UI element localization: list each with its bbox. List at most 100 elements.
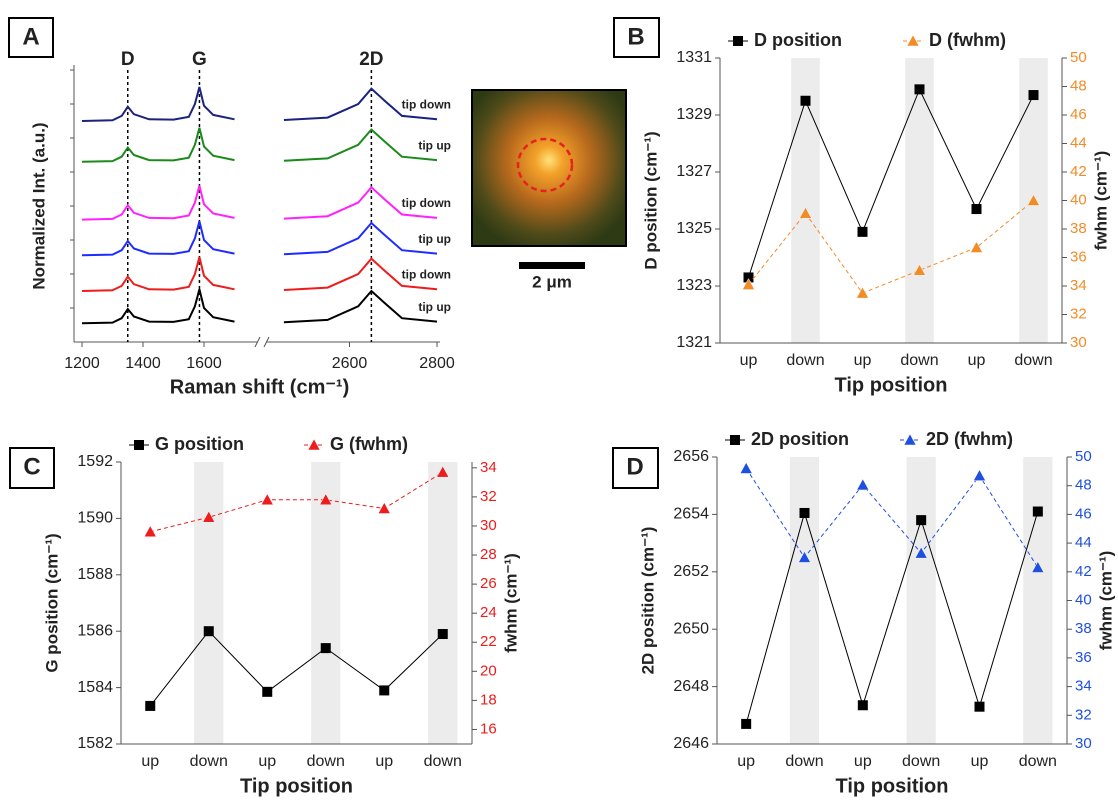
- x-tick-label: down: [1019, 753, 1057, 770]
- y-axis-title: D position (cm⁻¹): [641, 131, 660, 269]
- series-line: [149, 630, 444, 707]
- y-tick-label: 1590: [77, 510, 113, 527]
- y-tick-label: 1584: [77, 679, 113, 696]
- y2-tick-label: 50: [1075, 448, 1092, 465]
- y2-tick-label: 30: [480, 517, 497, 534]
- y-axis-title: 2D position (cm⁻¹): [638, 527, 657, 675]
- x-tick-label: up: [854, 753, 872, 770]
- x-axis-title: Tip position: [835, 374, 948, 396]
- x-tick-label: down: [1014, 352, 1052, 369]
- optical-image: [471, 89, 627, 247]
- marker: [143, 525, 157, 538]
- y2-tick-label: 32: [480, 488, 497, 505]
- y2-tick-label: 42: [1070, 163, 1087, 180]
- marker: [973, 469, 986, 481]
- marker: [1027, 193, 1040, 206]
- shade-band: [194, 462, 224, 744]
- scale-bar-label: 2 μm: [532, 272, 572, 291]
- marker: [799, 206, 812, 219]
- marker: [437, 629, 448, 640]
- panel-box: [612, 447, 659, 489]
- marker: [260, 493, 274, 506]
- x-tick-label: up: [740, 352, 758, 369]
- y2-axis-title: fwhm (cm⁻¹): [1091, 151, 1110, 251]
- marker: [856, 286, 869, 299]
- y2-tick-label: 42: [1075, 563, 1092, 580]
- y-tick-label: 1325: [676, 220, 712, 237]
- panel-label: C: [23, 453, 40, 480]
- y-tick-label: 2650: [673, 620, 709, 637]
- panel-label: D: [626, 453, 643, 480]
- x-axis-title: Tip position: [240, 775, 353, 797]
- y-tick-label: 1588: [77, 566, 113, 583]
- y2-tick-label: 46: [1075, 505, 1092, 522]
- x-tick-label: down: [307, 753, 345, 770]
- x-tick-label: 2600: [332, 355, 368, 372]
- y2-tick-label: 48: [1075, 477, 1092, 494]
- y2-axis-title: fwhm (cm⁻¹): [501, 553, 520, 653]
- legend-label: D position: [754, 30, 842, 50]
- marker: [1031, 560, 1045, 573]
- series-label: tip down: [402, 196, 451, 210]
- marker: [377, 501, 391, 514]
- y2-tick-label: 34: [1075, 678, 1092, 695]
- y2-tick-label: 30: [1075, 735, 1092, 752]
- x-tick-label: down: [424, 753, 462, 770]
- panel-label: B: [627, 23, 644, 50]
- y-tick-label: 1327: [676, 163, 712, 180]
- legend-label: 2D position: [751, 429, 849, 449]
- y2-tick-label: 36: [1075, 649, 1092, 666]
- y2-tick-label: 38: [1070, 220, 1087, 237]
- y2-axis-title: fwhm (cm⁻¹): [1096, 551, 1115, 651]
- spectrum-line: [81, 221, 438, 257]
- panel-labels: A B C D: [8, 17, 660, 489]
- marker: [436, 465, 450, 478]
- x-tick-label: up: [854, 352, 872, 369]
- y-tick-label: 2656: [673, 448, 709, 465]
- spectrum-line: [81, 127, 438, 163]
- marker: [1032, 506, 1043, 517]
- spectrum-line: [81, 256, 438, 292]
- y-axis-title: G position (cm⁻¹): [42, 533, 61, 672]
- x-tick-label: up: [258, 753, 276, 770]
- marker: [914, 546, 928, 559]
- x-tick-label: down: [190, 753, 228, 770]
- marker: [203, 626, 214, 637]
- x-tick-label: down: [786, 352, 824, 369]
- y2-tick-label: 36: [1070, 248, 1087, 265]
- spectrum-line: [81, 185, 438, 221]
- x-tick-label: down: [900, 352, 938, 369]
- marker: [971, 204, 982, 215]
- y2-tick-label: 28: [480, 546, 497, 563]
- legend-marker: [730, 435, 740, 445]
- y-tick-label: 2652: [673, 563, 709, 580]
- shade-band: [428, 462, 458, 744]
- legend-marker: [134, 440, 144, 450]
- series-line: [150, 471, 444, 533]
- y2-tick-label: 22: [480, 633, 497, 650]
- y2-tick-label: 20: [480, 662, 497, 679]
- marker: [739, 461, 753, 474]
- y-tick-label: 1582: [77, 735, 113, 752]
- shade-band: [311, 462, 341, 744]
- marker: [970, 241, 983, 253]
- legend-marker: [733, 36, 743, 46]
- y2-tick-label: 26: [480, 575, 497, 592]
- marker: [743, 272, 754, 283]
- marker: [319, 493, 333, 506]
- x-tick-label: 1600: [186, 355, 222, 372]
- y2-tick-label: 40: [1075, 591, 1092, 608]
- marker: [798, 550, 811, 563]
- y-axis-title: Normalized Int. (a.u.): [29, 122, 48, 289]
- y-tick-label: 2654: [673, 506, 709, 523]
- series-line: [748, 88, 1034, 278]
- y2-tick-label: 32: [1075, 706, 1092, 723]
- x-tick-label: up: [141, 753, 159, 770]
- x-tick-label: up: [971, 753, 989, 770]
- marker: [379, 685, 390, 696]
- x-tick-label: 1400: [125, 355, 161, 372]
- y2-tick-label: 46: [1070, 106, 1087, 123]
- panel-label: A: [22, 23, 39, 50]
- y-tick-label: 1321: [676, 334, 712, 351]
- y2-tick-label: 44: [1075, 534, 1092, 551]
